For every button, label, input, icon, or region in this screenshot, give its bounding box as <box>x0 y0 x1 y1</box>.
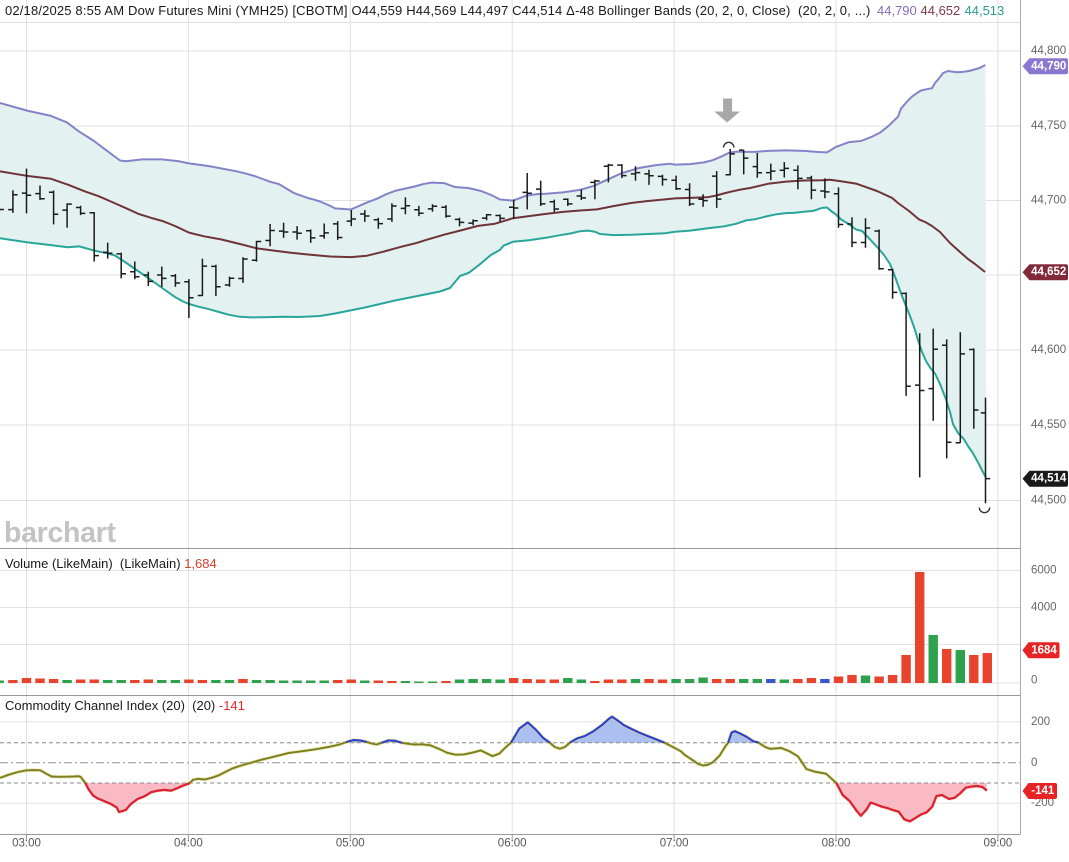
svg-text:Volume (LikeMain) (LikeMain): Volume (LikeMain) (LikeMain) 1,684 <box>5 556 217 571</box>
svg-text:44,652: 44,652 <box>921 3 961 18</box>
svg-text:44,550: 44,550 <box>1031 419 1066 431</box>
svg-text:44,700: 44,700 <box>1031 195 1066 207</box>
svg-text:44,800: 44,800 <box>1031 45 1066 57</box>
svg-text:06:00: 06:00 <box>498 838 527 850</box>
svg-text:44,790: 44,790 <box>1031 60 1066 72</box>
svg-text:0: 0 <box>1031 674 1037 686</box>
svg-text:44,790: 44,790 <box>877 3 917 18</box>
svg-text:-200: -200 <box>1031 797 1054 809</box>
svg-text:05:00: 05:00 <box>336 838 365 850</box>
svg-text:44,600: 44,600 <box>1031 344 1066 356</box>
svg-text:barchart: barchart <box>4 517 116 549</box>
svg-text:1684: 1684 <box>1031 644 1057 656</box>
svg-text:09:00: 09:00 <box>984 838 1013 850</box>
svg-text:0: 0 <box>1031 757 1037 769</box>
svg-text:03:00: 03:00 <box>12 838 41 850</box>
svg-text:4000: 4000 <box>1031 602 1057 614</box>
svg-text:44,500: 44,500 <box>1031 495 1066 507</box>
svg-text:07:00: 07:00 <box>660 838 689 850</box>
svg-text:08:00: 08:00 <box>822 838 851 850</box>
svg-text:200: 200 <box>1031 716 1050 728</box>
svg-text:44,750: 44,750 <box>1031 120 1066 132</box>
svg-text:44,513: 44,513 <box>965 3 1005 18</box>
svg-text:6000: 6000 <box>1031 565 1057 577</box>
svg-text:44,514: 44,514 <box>1031 473 1067 485</box>
svg-text:Commodity Channel Index (20): Commodity Channel Index (20) (20) -141 <box>5 698 245 713</box>
svg-text:-141: -141 <box>1031 785 1055 797</box>
svg-text:44,652: 44,652 <box>1031 266 1066 278</box>
svg-text:02/18/2025 8:55 AM Dow Futures: 02/18/2025 8:55 AM Dow Futures Mini (YMH… <box>5 3 871 18</box>
svg-text:04:00: 04:00 <box>174 838 203 850</box>
